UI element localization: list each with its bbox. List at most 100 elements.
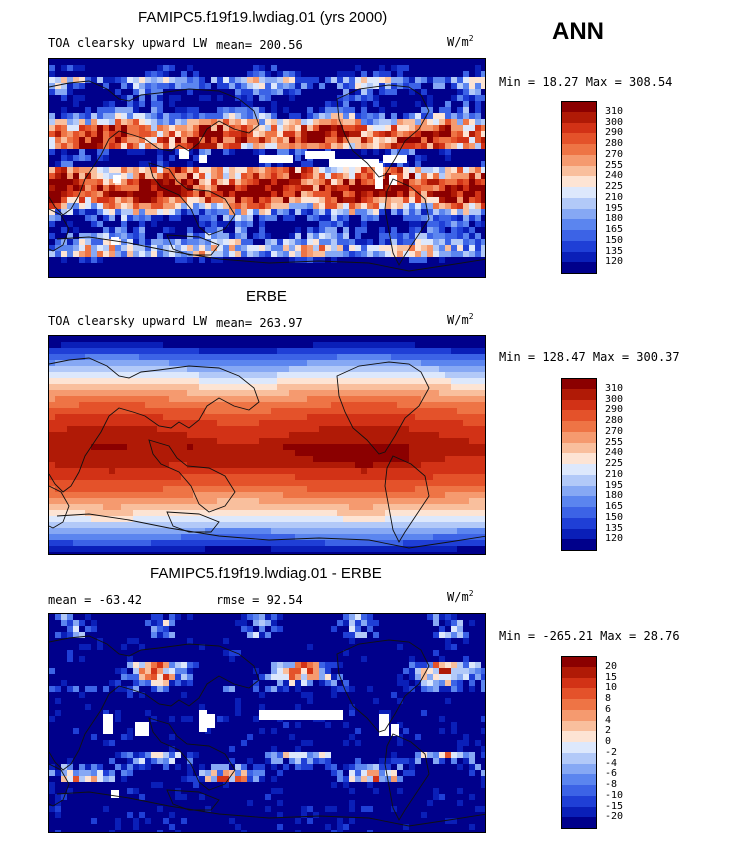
field-cell xyxy=(151,107,158,114)
field-cell xyxy=(313,498,320,505)
field-cell xyxy=(115,510,122,517)
field-cell xyxy=(61,155,68,162)
field-cell xyxy=(361,221,368,228)
field-cell xyxy=(277,143,284,150)
field-cell xyxy=(205,366,212,373)
field-cell xyxy=(103,480,110,487)
field-cell xyxy=(475,468,482,475)
field-cell xyxy=(193,396,200,403)
field-cell xyxy=(301,245,308,252)
field-cell xyxy=(157,263,164,270)
field-cell xyxy=(175,372,182,379)
field-cell xyxy=(427,131,434,138)
field-cell xyxy=(433,167,440,174)
field-cell xyxy=(229,438,236,445)
field-cell xyxy=(373,131,380,138)
field-cell xyxy=(331,378,338,385)
field-cell xyxy=(157,77,164,84)
field-cell xyxy=(235,191,242,198)
field-cell xyxy=(337,420,344,427)
field-cell xyxy=(73,342,80,349)
field-cell xyxy=(259,185,266,192)
field-cell xyxy=(211,342,218,349)
field-cell xyxy=(73,173,80,180)
field-cell xyxy=(67,83,74,90)
field-cell xyxy=(73,161,80,168)
field-cell xyxy=(481,173,485,180)
field-cell xyxy=(385,143,392,150)
field-cell xyxy=(367,83,374,90)
field-cell xyxy=(421,191,428,198)
field-cell xyxy=(445,462,452,469)
field-cell xyxy=(475,125,482,132)
field-cell xyxy=(217,65,224,72)
field-cell xyxy=(73,438,80,445)
field-cell xyxy=(295,360,302,367)
field-cell xyxy=(91,474,98,481)
field-cell xyxy=(373,372,380,379)
field-cell xyxy=(241,342,248,349)
field-cell xyxy=(139,83,146,90)
field-cell xyxy=(427,402,434,409)
field-cell xyxy=(91,143,98,150)
field-cell xyxy=(187,396,194,403)
field-cell xyxy=(199,486,206,493)
field-cell xyxy=(61,59,68,66)
field-cell xyxy=(235,245,242,252)
field-cell xyxy=(127,251,134,258)
field-cell xyxy=(385,173,392,180)
field-cell xyxy=(409,59,416,66)
field-cell xyxy=(229,414,236,421)
field-cell xyxy=(259,161,266,168)
field-cell xyxy=(331,336,338,343)
field-cell xyxy=(265,504,272,511)
field-cell xyxy=(199,251,206,258)
field-cell xyxy=(85,77,92,84)
field-cell xyxy=(253,426,260,433)
field-cell xyxy=(85,342,92,349)
field-cell xyxy=(55,450,62,457)
field-cell xyxy=(331,215,338,222)
field-cell xyxy=(457,354,464,361)
field-cell xyxy=(397,197,404,204)
field-cell xyxy=(397,143,404,150)
field-cell xyxy=(481,444,485,451)
field-cell xyxy=(457,233,464,240)
field-cell xyxy=(103,360,110,367)
field-cell xyxy=(397,125,404,132)
field-cell xyxy=(205,408,212,415)
field-cell xyxy=(109,149,116,156)
field-cell xyxy=(415,257,422,264)
field-cell xyxy=(235,179,242,186)
field-cell xyxy=(415,342,422,349)
field-cell xyxy=(355,71,362,78)
field-cell xyxy=(49,426,56,433)
field-cell xyxy=(49,119,56,126)
field-cell xyxy=(121,492,128,499)
field-cell xyxy=(151,95,158,102)
field-cell xyxy=(61,426,68,433)
field-cell xyxy=(73,348,80,355)
field-cell xyxy=(397,239,404,246)
field-cell xyxy=(181,185,188,192)
field-cell xyxy=(295,155,302,162)
field-cell xyxy=(361,432,368,439)
field-cell xyxy=(469,143,476,150)
field-cell xyxy=(469,498,476,505)
field-cell xyxy=(409,161,416,168)
field-cell xyxy=(175,221,182,228)
field-cell xyxy=(277,462,284,469)
field-cell xyxy=(271,137,278,144)
field-cell xyxy=(289,239,296,246)
field-cell xyxy=(187,420,194,427)
field-cell xyxy=(289,342,296,349)
field-cell xyxy=(277,89,284,96)
field-cell xyxy=(397,336,404,343)
field-cell xyxy=(121,426,128,433)
field-cell xyxy=(283,486,290,493)
field-cell xyxy=(133,221,140,228)
field-cell xyxy=(403,384,410,391)
field-cell xyxy=(433,149,440,156)
field-cell xyxy=(211,456,218,463)
field-cell xyxy=(217,59,224,66)
